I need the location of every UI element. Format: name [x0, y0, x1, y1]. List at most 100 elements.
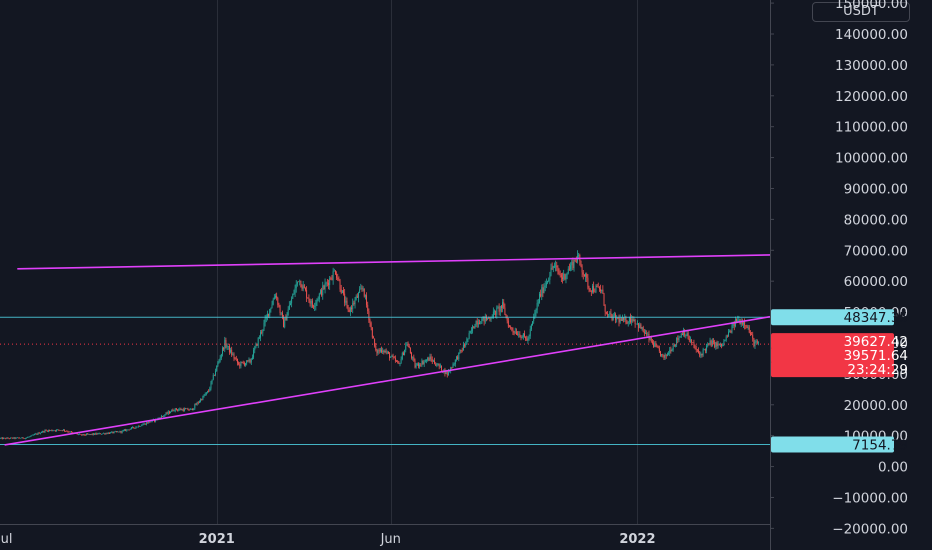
candle-body [230, 349, 231, 353]
candle-body [378, 350, 380, 352]
candle-body [368, 311, 370, 321]
currency-label[interactable]: USDT [812, 2, 910, 22]
candle-body [415, 365, 417, 368]
candle-body [630, 317, 631, 323]
current-price-badge-bg [771, 333, 894, 350]
x-tick-label: Jul [0, 532, 12, 547]
candle-body [738, 319, 740, 321]
current-price-badge: 23:24:29 [847, 362, 908, 378]
candle-body [598, 287, 600, 290]
candle-body [179, 408, 181, 410]
candle-body [339, 280, 341, 290]
candle-body [594, 291, 596, 293]
candle-body [446, 371, 448, 376]
candle-body [671, 349, 673, 352]
candle-body [198, 401, 200, 403]
candle-body [328, 282, 329, 286]
candle-body [464, 344, 465, 346]
candle-body [565, 275, 567, 280]
candle-body [14, 437, 16, 439]
candle-body [414, 360, 416, 368]
candle-body [87, 433, 89, 435]
candle-body [751, 334, 753, 336]
candle-body [557, 267, 559, 272]
candle-body [527, 338, 529, 341]
candle-body [723, 340, 725, 345]
candle-body [568, 268, 570, 270]
candle-body [256, 343, 258, 346]
candle-body [251, 357, 253, 360]
candle-body [224, 340, 226, 350]
candle-body [107, 432, 109, 434]
candle-body [619, 318, 621, 323]
candle-body [374, 338, 376, 346]
candle-body [345, 300, 347, 303]
candle-body [379, 349, 381, 352]
candle-body [534, 312, 536, 317]
candle-body [521, 336, 523, 338]
candle-body [100, 434, 102, 435]
candle-body [393, 357, 395, 359]
candle-body [238, 362, 240, 364]
candle-body [491, 317, 493, 319]
candle-body [477, 322, 479, 325]
candle-body [283, 316, 285, 328]
candle-body [574, 259, 576, 261]
candle-body [263, 322, 265, 330]
candle-body [530, 325, 532, 330]
candle-body [469, 331, 471, 334]
candle-body [340, 289, 342, 294]
candle-body [370, 323, 372, 328]
candle-body [182, 409, 184, 411]
candle-body [560, 274, 562, 278]
candle-body [253, 350, 255, 358]
candle-body [399, 363, 401, 365]
candle-body [44, 430, 46, 433]
candle-body [623, 317, 625, 320]
candle-body [180, 408, 182, 411]
candle-body [42, 431, 44, 433]
candle-body [110, 432, 112, 434]
candle-body [19, 437, 21, 439]
candle-body [563, 273, 565, 280]
candle-body [688, 338, 690, 341]
candle-body [454, 359, 456, 365]
candle-body [361, 288, 363, 290]
price-axis[interactable]: 150000.00 140000.00 130000.00 120000.00 1100… [770, 0, 908, 537]
candle-body [490, 318, 492, 320]
candle-body [147, 422, 148, 424]
candle-body [323, 285, 325, 290]
candle-body [532, 321, 533, 326]
candle-body [268, 313, 270, 316]
candle-body [605, 311, 607, 314]
candle-body [281, 312, 283, 317]
candle-body [169, 411, 170, 414]
candle-body [489, 318, 491, 320]
candle-body [702, 349, 704, 356]
candle-body [197, 402, 199, 404]
y-tick-label: 70000.00 [844, 243, 908, 259]
candle-body [366, 295, 368, 305]
candle-body [29, 436, 31, 437]
candle-body [295, 283, 297, 289]
candle-body [540, 293, 542, 297]
candle-body [239, 363, 241, 367]
candle-body [529, 329, 531, 337]
candle-body [673, 345, 675, 347]
candle-body [262, 329, 264, 333]
candle-body [694, 346, 696, 349]
candle-body [240, 361, 242, 367]
candle-body [457, 356, 459, 360]
candle-body [536, 303, 538, 310]
candle-body [95, 433, 97, 435]
candle-body [321, 290, 323, 296]
candle-body [429, 356, 431, 361]
time-axis[interactable]: Jul 2021 Jun 2022 [0, 532, 656, 547]
candle-body [315, 302, 317, 306]
candle-body [439, 365, 441, 367]
candle-body [43, 431, 45, 433]
candle-body [356, 296, 358, 298]
candle-body [144, 423, 146, 425]
candle-body [550, 267, 552, 276]
